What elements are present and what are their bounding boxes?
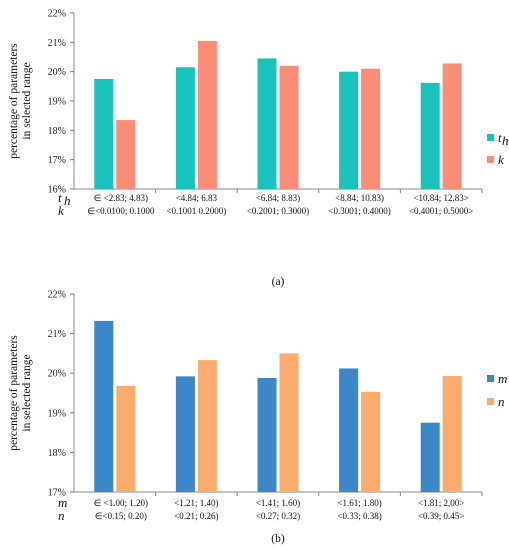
x-category-label-line1: <6.84; 8.83) xyxy=(256,193,300,203)
legend-label-m: m xyxy=(498,371,507,386)
legend-swatch-n xyxy=(487,398,494,405)
y-tick-label: 19% xyxy=(48,408,66,419)
x-category-label-line1: <1.81; 2,00> xyxy=(418,498,464,508)
x-category-label-line2: <0.4001; 0.5000> xyxy=(409,206,473,216)
legend-label-n: n xyxy=(498,394,505,409)
x-category-label-line1: ∈ <2.83; 4.83) xyxy=(94,193,148,203)
bar-n-5 xyxy=(442,375,462,492)
y-tick-label: 18% xyxy=(48,448,66,459)
x-category-prefix-2: k xyxy=(58,203,64,218)
bar-m-3 xyxy=(257,377,277,492)
x-category-prefix-2: n xyxy=(58,508,65,523)
legend-label-t: t xyxy=(498,130,502,145)
bar-m-4 xyxy=(339,368,359,492)
x-category-label-line1: <8.84; 10.83) xyxy=(335,193,384,203)
bar-n-4 xyxy=(361,391,381,492)
bar-k-5 xyxy=(442,63,462,189)
bar-t-3 xyxy=(257,58,277,189)
y-tick-label: 19% xyxy=(48,97,66,108)
x-category-label-line1: <1.61; 1.80) xyxy=(337,498,381,508)
legend-swatch-t xyxy=(487,134,494,141)
legend-label-k: k xyxy=(498,152,504,167)
y-tick-label: 22% xyxy=(48,290,66,301)
x-category-label-line1: <4.84; 6.83 xyxy=(176,193,218,203)
legend-swatch-m xyxy=(487,375,494,382)
bar-m-5 xyxy=(420,422,440,492)
x-category-prefix-1: m xyxy=(58,495,67,510)
bar-k-4 xyxy=(361,68,381,189)
bar-m-2 xyxy=(175,376,195,492)
y-tick-label: 22% xyxy=(48,9,66,20)
y-tick-label: 21% xyxy=(48,38,66,49)
bar-t-4 xyxy=(339,71,359,189)
bar-t-1 xyxy=(94,79,114,189)
x-category-label-line2: <0.39; 0.45> xyxy=(418,511,464,521)
bar-n-1 xyxy=(116,385,136,492)
chart-panel-1: 16% 17% 18% 19% 20% 21% 22% ∈ <2.83; 4.83) ∈<0.0… xyxy=(8,9,509,289)
bar-n-2 xyxy=(197,360,217,492)
y-tick-label: 18% xyxy=(48,126,66,137)
x-category-label-line1: ∈ <1.00; 1.20) xyxy=(94,498,148,508)
x-category-label-line1: <10.84; 12.83> xyxy=(413,193,468,203)
chart-panel-2: 17% 18% 19% 20% 21% 22% ∈ <1.00; 1.20) ∈<0.15; … xyxy=(8,290,507,546)
x-category-label-line2: ∈<0.0100; 0.1000 xyxy=(87,206,155,216)
y-tick-label: 20% xyxy=(48,369,66,380)
bar-t-2 xyxy=(175,67,195,189)
y-tick-label: 20% xyxy=(48,67,66,78)
x-category-label-line2: <0.2001; 0.3000) xyxy=(247,206,309,216)
bar-k-2 xyxy=(197,40,217,189)
x-category-label-line2: <0.21; 0.26) xyxy=(174,511,218,521)
bar-m-1 xyxy=(94,320,114,492)
x-category-label-line2: <0.27; 0.32) xyxy=(256,511,300,521)
y-tick-label: 16% xyxy=(48,185,66,196)
y-tick-label: 17% xyxy=(48,488,66,499)
x-category-prefix-subscript: h xyxy=(64,193,71,208)
x-category-label-line2: <0.3001; 0.4000) xyxy=(328,206,390,216)
legend-label-subscript: h xyxy=(502,133,509,148)
y-tick-label: 17% xyxy=(48,155,66,166)
legend-swatch-k xyxy=(487,156,494,163)
x-category-label-line1: <1.41; 1.60) xyxy=(256,498,300,508)
x-category-label-line2: <0.1001 0.2000) xyxy=(166,206,226,216)
bar-k-3 xyxy=(279,65,299,189)
y-axis-label: percentage of parametersin selected rang… xyxy=(8,43,33,159)
panel-label: (b) xyxy=(271,533,285,545)
x-category-prefix-1: t xyxy=(58,190,62,205)
bar-k-1 xyxy=(116,120,136,189)
bar-t-5 xyxy=(420,82,440,189)
bar-n-3 xyxy=(279,353,299,492)
y-axis-label: percentage of parametersin selected rang… xyxy=(8,335,33,451)
x-category-label-line2: ∈<0.15; 0.20) xyxy=(95,511,147,521)
y-tick-label: 21% xyxy=(48,329,66,340)
x-category-label-line1: <1.21; 1.40) xyxy=(174,498,218,508)
panel-label: (a) xyxy=(272,276,285,288)
x-category-label-line2: <0.33; 0.38) xyxy=(337,511,381,521)
